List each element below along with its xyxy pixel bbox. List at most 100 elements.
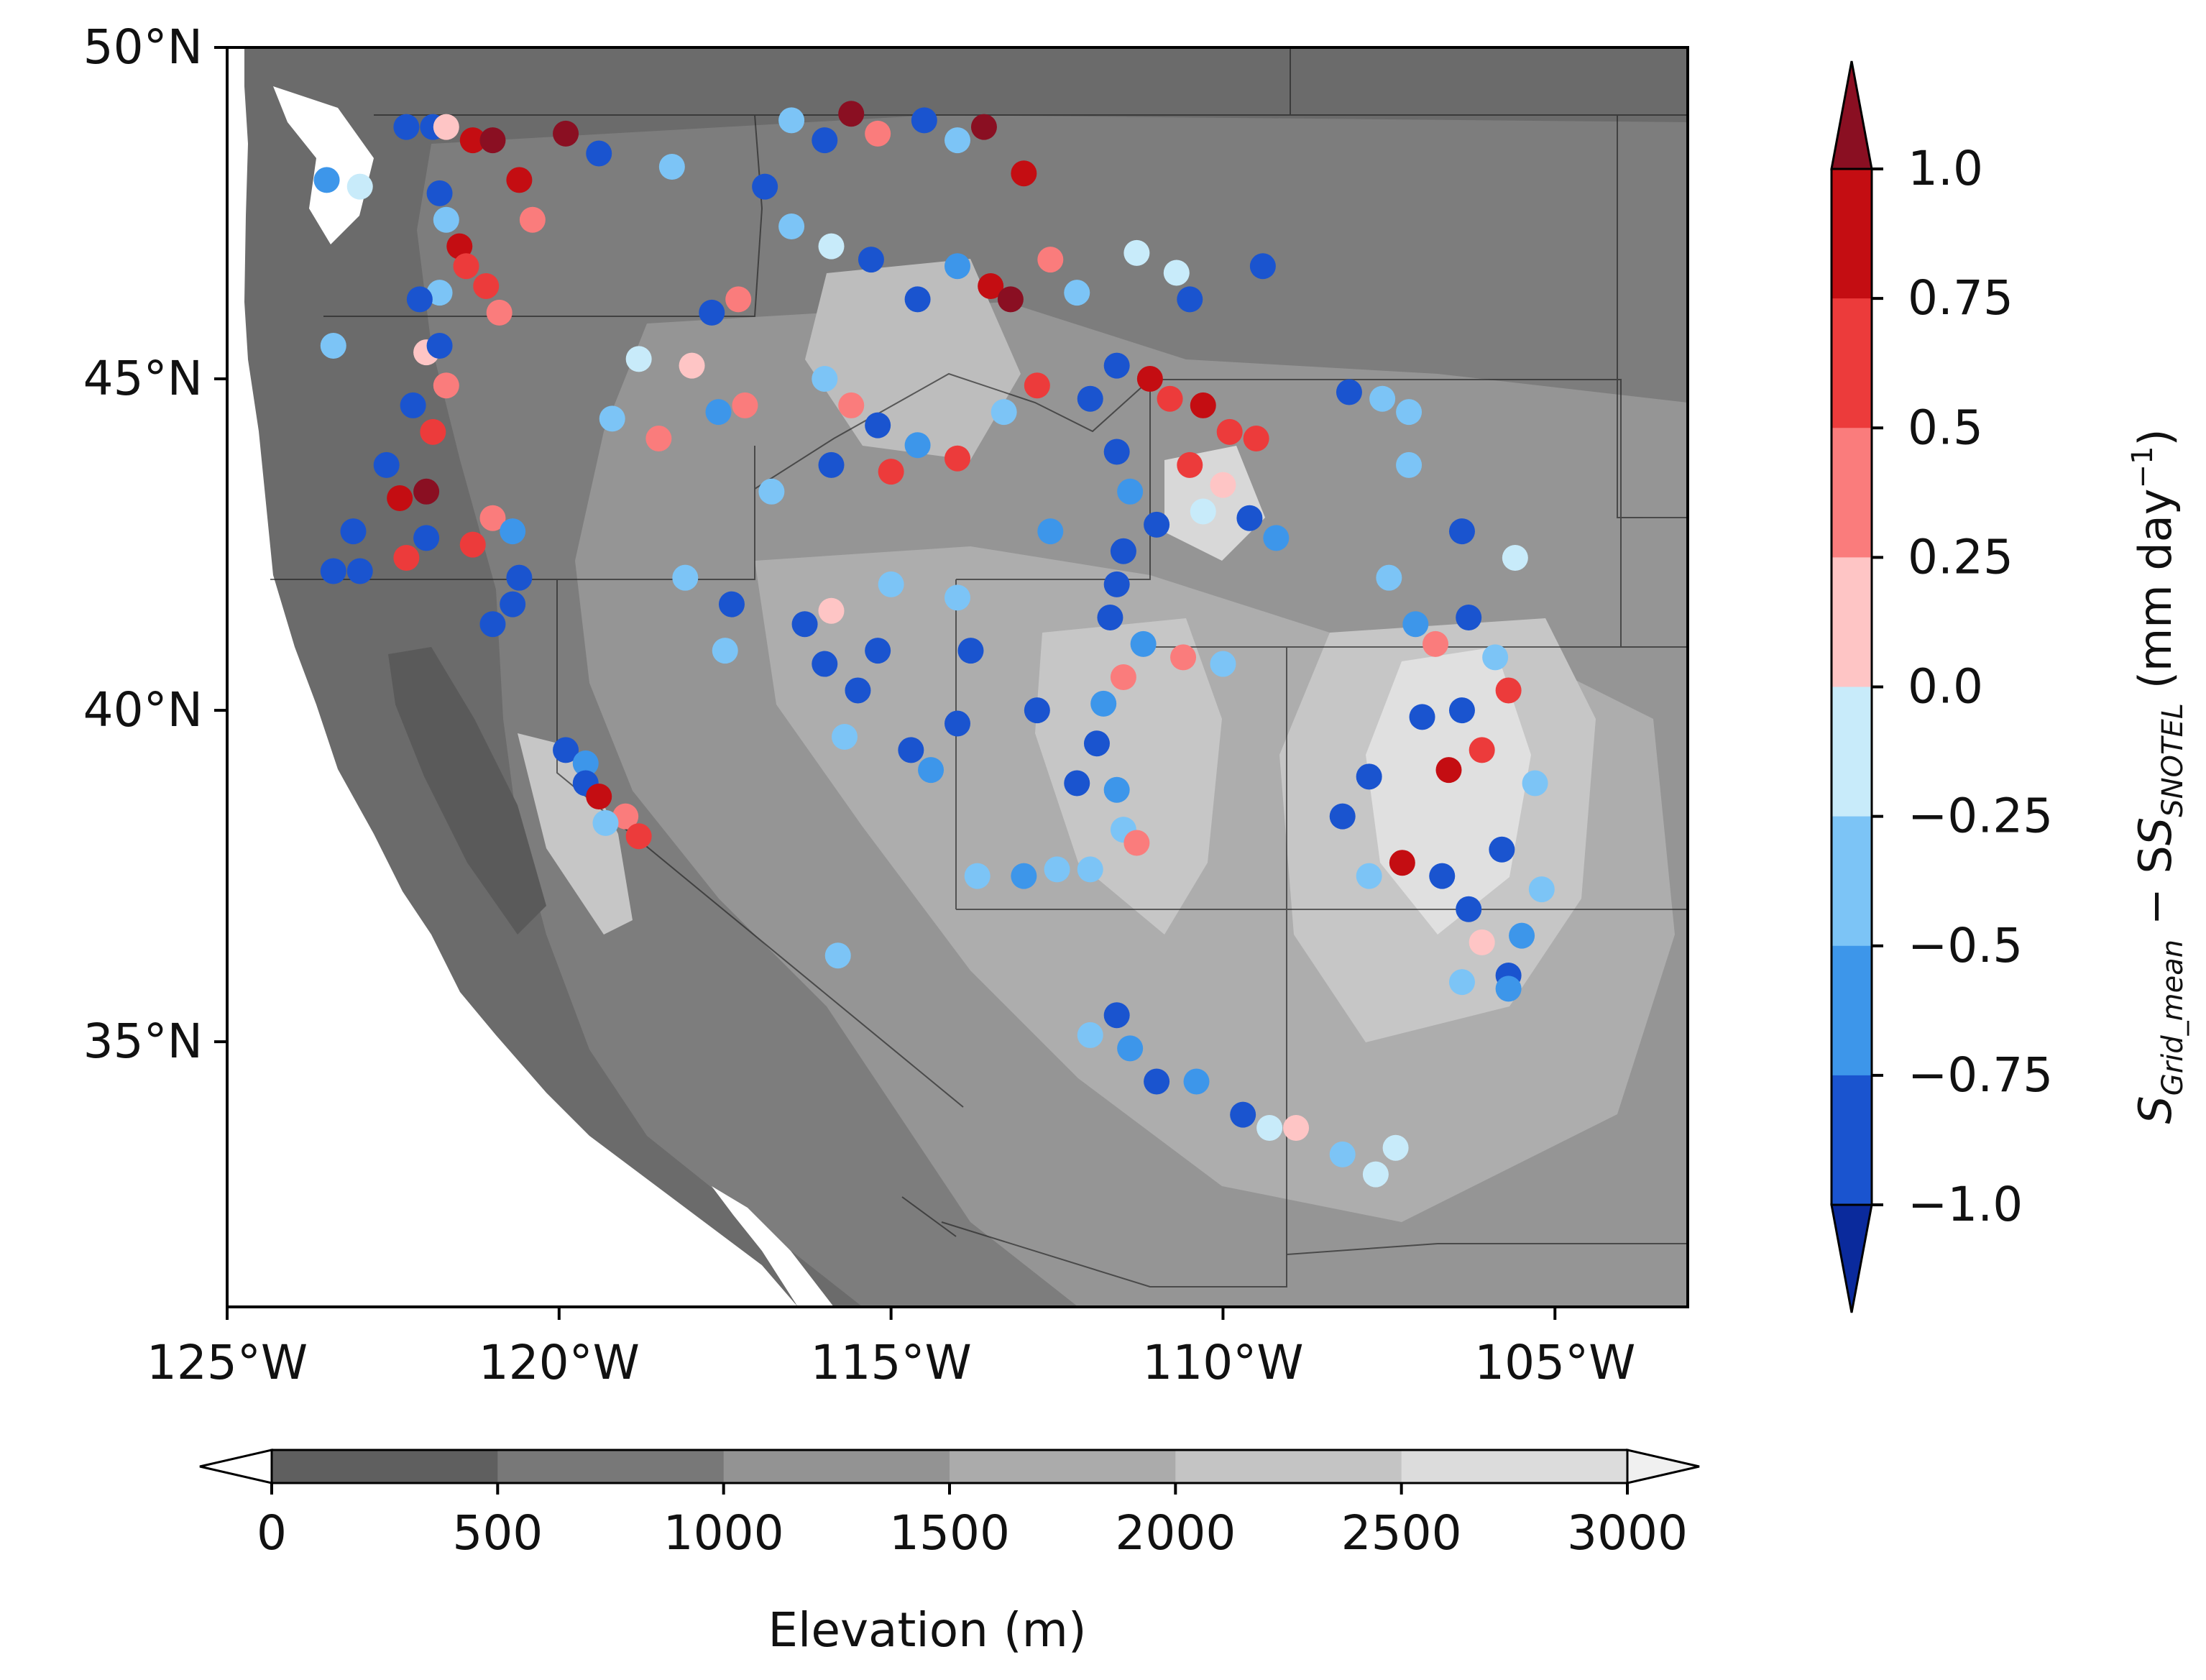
snotel-site-marker <box>1402 611 1429 638</box>
difference-colorbar-tick-label: −0.75 <box>1908 1047 2053 1103</box>
snotel-site-marker <box>1083 730 1110 757</box>
snotel-site-marker <box>346 558 373 584</box>
elevation-colorbar-tick-label: 0 <box>257 1505 287 1561</box>
elevation-colorbar-tick-label: 2000 <box>1115 1505 1236 1561</box>
snotel-site-marker <box>1448 969 1475 996</box>
snotel-site-marker <box>1482 644 1509 671</box>
snotel-site-marker <box>553 120 579 147</box>
snotel-site-marker <box>586 140 612 167</box>
elevation-colorbar-segment <box>1401 1450 1628 1483</box>
snotel-site-marker <box>1103 439 1130 465</box>
snotel-site-marker <box>1110 538 1136 564</box>
snotel-site-marker <box>898 737 924 763</box>
difference-colorbar-segment <box>1832 945 1872 1076</box>
snotel-site-marker <box>679 352 705 379</box>
elevation-colorbar-segment <box>1175 1450 1402 1483</box>
snotel-site-marker <box>1123 830 1150 856</box>
elevation-colorbar: 0 500 1000 1500 2000 2500 3000 <box>199 1449 1700 1561</box>
snotel-site-marker <box>705 399 732 426</box>
snotel-site-marker <box>1110 664 1136 690</box>
snotel-site-marker <box>426 280 453 306</box>
snotel-site-marker <box>978 272 1004 299</box>
elevation-colorbar-over-arrow <box>1626 1449 1700 1484</box>
snotel-site-marker <box>1177 286 1203 313</box>
snotel-site-marker <box>572 750 599 776</box>
longitude-tick-label: 105°W <box>1474 1335 1635 1390</box>
snotel-site-marker <box>997 286 1024 313</box>
latitude-tick-label: 50°N <box>83 19 203 75</box>
snotel-site-marker <box>945 584 970 611</box>
snotel-site-marker <box>858 247 884 273</box>
elevation-colorbar-tick-label: 2500 <box>1341 1505 1462 1561</box>
snotel-site-marker <box>1283 1115 1310 1142</box>
snotel-site-marker <box>400 392 426 418</box>
snotel-site-marker <box>1037 247 1064 273</box>
snotel-site-marker <box>1423 630 1449 657</box>
snotel-site-marker <box>1103 1002 1130 1029</box>
snotel-site-marker <box>1495 677 1522 704</box>
snotel-site-marker <box>433 372 459 399</box>
snotel-site-marker <box>1011 160 1037 187</box>
state-borders <box>270 47 1688 1287</box>
snotel-site-marker <box>904 286 931 313</box>
snotel-site-marker <box>420 418 446 445</box>
snotel-site-marker <box>519 206 546 233</box>
snotel-site-marker <box>1448 697 1475 724</box>
elevation-colorbar-tick-label: 3000 <box>1567 1505 1688 1561</box>
difference-colorbar-tick-label: −0.25 <box>1908 789 2053 844</box>
elevation-colorbar-tick-label: 1000 <box>663 1505 784 1561</box>
snotel-site-marker <box>1090 690 1117 717</box>
snotel-site-marker <box>758 478 785 505</box>
snotel-site-marker <box>812 651 838 677</box>
snotel-site-marker <box>1024 372 1050 399</box>
snotel-site-marker <box>1356 763 1382 790</box>
snotel-site-marker <box>1329 803 1356 830</box>
snotel-site-marker <box>1077 385 1103 412</box>
elevation-colorbar-tick-label: 500 <box>452 1505 543 1561</box>
snotel-site-marker <box>1064 280 1090 306</box>
snotel-site-marker <box>1236 505 1263 531</box>
snotel-site-marker <box>945 445 970 472</box>
snotel-site-marker <box>320 332 346 359</box>
snotel-site-marker <box>1243 426 1269 452</box>
snotel-site-marker <box>433 206 459 233</box>
snotel-site-marker <box>599 405 625 432</box>
snotel-site-marker <box>991 399 1017 426</box>
elevation-colorbar-label: Elevation (m) <box>768 1602 1086 1658</box>
snotel-site-marker <box>878 571 904 597</box>
snotel-site-marker <box>1356 863 1382 889</box>
snotel-site-marker <box>1382 1134 1409 1161</box>
snotel-site-marker <box>778 213 805 239</box>
difference-colorbar-tick-label: 0.5 <box>1908 400 1983 455</box>
snotel-site-marker <box>506 564 533 591</box>
map-panel: 50°N 45°N 40°N 35°N 125°W 120°W 115°W 110°W 105… <box>83 19 1689 1390</box>
snotel-site-marker <box>911 107 937 134</box>
elevation-band-2000-sierra <box>518 733 633 935</box>
snotel-site-marker <box>812 366 838 393</box>
snotel-site-marker <box>500 518 526 545</box>
snotel-site-marker <box>1429 863 1456 889</box>
snotel-site-marker <box>340 518 367 545</box>
snotel-site-marker <box>387 485 413 512</box>
snotel-site-marker <box>459 531 486 558</box>
snotel-site-marker <box>918 757 945 784</box>
snotel-site-marker <box>1117 478 1144 505</box>
snotel-site-marker <box>1469 737 1495 763</box>
snotel-site-marker <box>1409 704 1435 730</box>
snotel-site-marker <box>1103 776 1130 803</box>
snotel-site-marker <box>1190 498 1216 525</box>
snotel-site-marker <box>426 332 453 359</box>
snotel-site-marker <box>553 737 579 763</box>
snotel-site-marker <box>1448 518 1475 545</box>
difference-colorbar-segment <box>1832 1075 1872 1206</box>
snotel-site-marker <box>479 505 506 531</box>
central-valley <box>388 647 546 935</box>
difference-colorbar-segment <box>1832 557 1872 687</box>
difference-colorbar-tick-label: 0.0 <box>1908 659 1983 715</box>
difference-colorbar-tick-label: −1.0 <box>1908 1177 2023 1232</box>
snotel-site-marker <box>1144 1068 1170 1095</box>
snotel-site-marker <box>1103 571 1130 597</box>
snotel-site-marker <box>945 253 970 280</box>
snotel-site-marker <box>1130 630 1157 657</box>
difference-colorbar-segment <box>1832 687 1872 817</box>
